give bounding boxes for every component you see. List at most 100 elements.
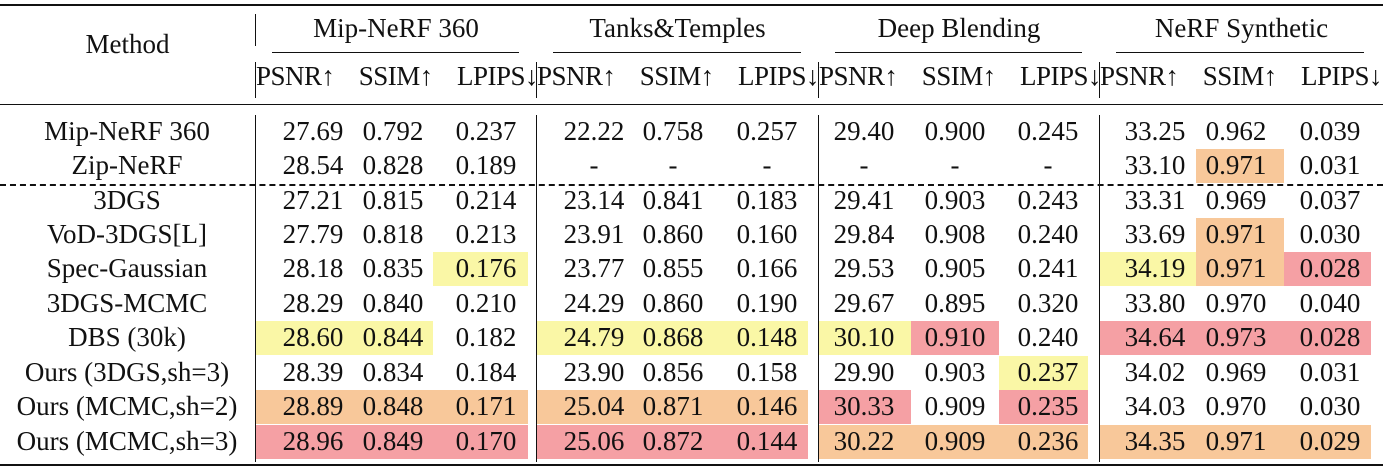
metric-label: PSNR↑ [819, 61, 898, 91]
value-cell: 0.236 [1017, 426, 1079, 456]
dataset-header-mipnerf360: Mip-NeRF 360 [313, 13, 479, 43]
highlight-cell [537, 425, 635, 459]
value-cell: 27.69 [282, 116, 344, 146]
value-cell: 0.144 [736, 426, 798, 456]
value-cell: 0.792 [362, 116, 424, 146]
value-cell: 23.90 [563, 357, 625, 387]
method-cell: Ours (3DGS,sh=3) [24, 357, 230, 387]
method-cell: Mip-NeRF 360 [44, 116, 210, 146]
metric-label: SSIM↑ [358, 61, 434, 91]
metric-label: PSNR↑ [537, 61, 616, 91]
value-cell: 0.860 [642, 219, 704, 249]
value-cell: 0.909 [924, 426, 986, 456]
metric-label: LPIPS↓ [1300, 61, 1383, 91]
value-cell: 0.840 [362, 288, 424, 318]
metric-vline-2 [818, 62, 819, 98]
highlight-cell [1100, 321, 1196, 355]
value-cell: 0.241 [1017, 253, 1079, 283]
top-rule [0, 4, 1383, 6]
value-cell: - [859, 150, 869, 180]
highlight-cell [1284, 252, 1371, 286]
value-cell: 0.841 [642, 185, 704, 215]
highlight-cell [635, 390, 713, 424]
dataset-header-tanks-temples: Tanks&Temples [589, 13, 766, 43]
cmidrule-2 [835, 52, 1082, 53]
value-cell: 29.67 [833, 288, 895, 318]
value-cell: 0.170 [455, 426, 517, 456]
body-vline-0 [255, 115, 256, 462]
value-cell: 0.905 [924, 253, 986, 283]
value-cell: 28.60 [282, 322, 344, 352]
highlight-cell [537, 321, 635, 355]
value-cell: 0.828 [362, 150, 424, 180]
value-cell: 23.14 [563, 185, 625, 215]
value-cell: 0.158 [736, 357, 798, 387]
value-cell: 29.90 [833, 357, 895, 387]
value-cell: 29.53 [833, 253, 895, 283]
value-cell: 28.89 [282, 391, 344, 421]
highlight-cell [1196, 425, 1284, 459]
value-cell: 0.028 [1299, 253, 1361, 283]
value-cell: 0.214 [455, 185, 517, 215]
value-cell: 29.41 [833, 185, 895, 215]
highlight-cell [999, 425, 1088, 459]
value-cell: 0.320 [1017, 288, 1079, 318]
value-cell: 34.03 [1124, 391, 1186, 421]
value-cell: 0.237 [455, 116, 517, 146]
highlight-cell [713, 425, 808, 459]
method-cell: Spec-Gaussian [46, 253, 208, 283]
body-vline-2 [818, 115, 819, 462]
highlight-cell [433, 252, 528, 286]
highlight-cell [1284, 425, 1371, 459]
value-cell: 24.79 [563, 322, 625, 352]
method-cell: VoD-3DGS[L] [47, 219, 207, 249]
value-cell: 0.031 [1299, 357, 1361, 387]
value-cell: 28.29 [282, 288, 344, 318]
value-cell: 0.243 [1017, 185, 1079, 215]
value-cell: 0.969 [1205, 185, 1267, 215]
metric-label: SSIM↑ [921, 61, 997, 91]
metric-group: PSNR↑ SSIM↑ LPIPS↓ [819, 60, 1102, 92]
metric-label: SSIM↑ [1202, 61, 1278, 91]
value-cell: 0.895 [924, 288, 986, 318]
highlight-cell [1284, 321, 1371, 355]
dataset-header-deep-blending: Deep Blending [877, 13, 1041, 43]
value-cell: 0.970 [1205, 288, 1267, 318]
value-cell: 0.848 [362, 391, 424, 421]
value-cell: - [1043, 150, 1053, 180]
method-cell: Ours (MCMC,sh=3) [16, 426, 238, 456]
value-cell: 0.815 [362, 185, 424, 215]
value-cell: 0.909 [924, 391, 986, 421]
highlight-cell [819, 425, 911, 459]
value-cell: 0.849 [362, 426, 424, 456]
body-vline-3 [1099, 115, 1100, 462]
header-bottom-rule [0, 104, 1383, 105]
value-cell: 0.971 [1205, 426, 1267, 456]
value-cell: 23.91 [563, 219, 625, 249]
value-cell: 27.21 [282, 185, 344, 215]
value-cell: 0.903 [924, 185, 986, 215]
value-cell: 0.969 [1205, 357, 1267, 387]
value-cell: 0.189 [455, 150, 517, 180]
value-cell: 27.79 [282, 219, 344, 249]
value-cell: 23.77 [563, 253, 625, 283]
value-cell: 0.183 [736, 185, 798, 215]
highlight-cell [256, 390, 353, 424]
highlight-cell [1100, 425, 1196, 459]
value-cell: 28.39 [282, 357, 344, 387]
value-cell: 29.84 [833, 219, 895, 249]
highlight-cell [819, 390, 911, 424]
cmidrule-1 [553, 52, 801, 53]
value-cell: 0.235 [1017, 391, 1079, 421]
value-cell: 0.029 [1299, 426, 1361, 456]
method-cell: 3DGS-MCMC [46, 288, 208, 318]
value-cell: 0.973 [1205, 322, 1267, 352]
value-cell: 30.33 [833, 391, 895, 421]
highlight-cell [999, 390, 1088, 424]
value-cell: - [950, 150, 960, 180]
value-cell: 22.22 [563, 116, 625, 146]
highlight-cell [1100, 252, 1196, 286]
highlight-cell [911, 321, 999, 355]
method-header: Method [85, 29, 170, 59]
value-cell: 30.10 [833, 322, 895, 352]
